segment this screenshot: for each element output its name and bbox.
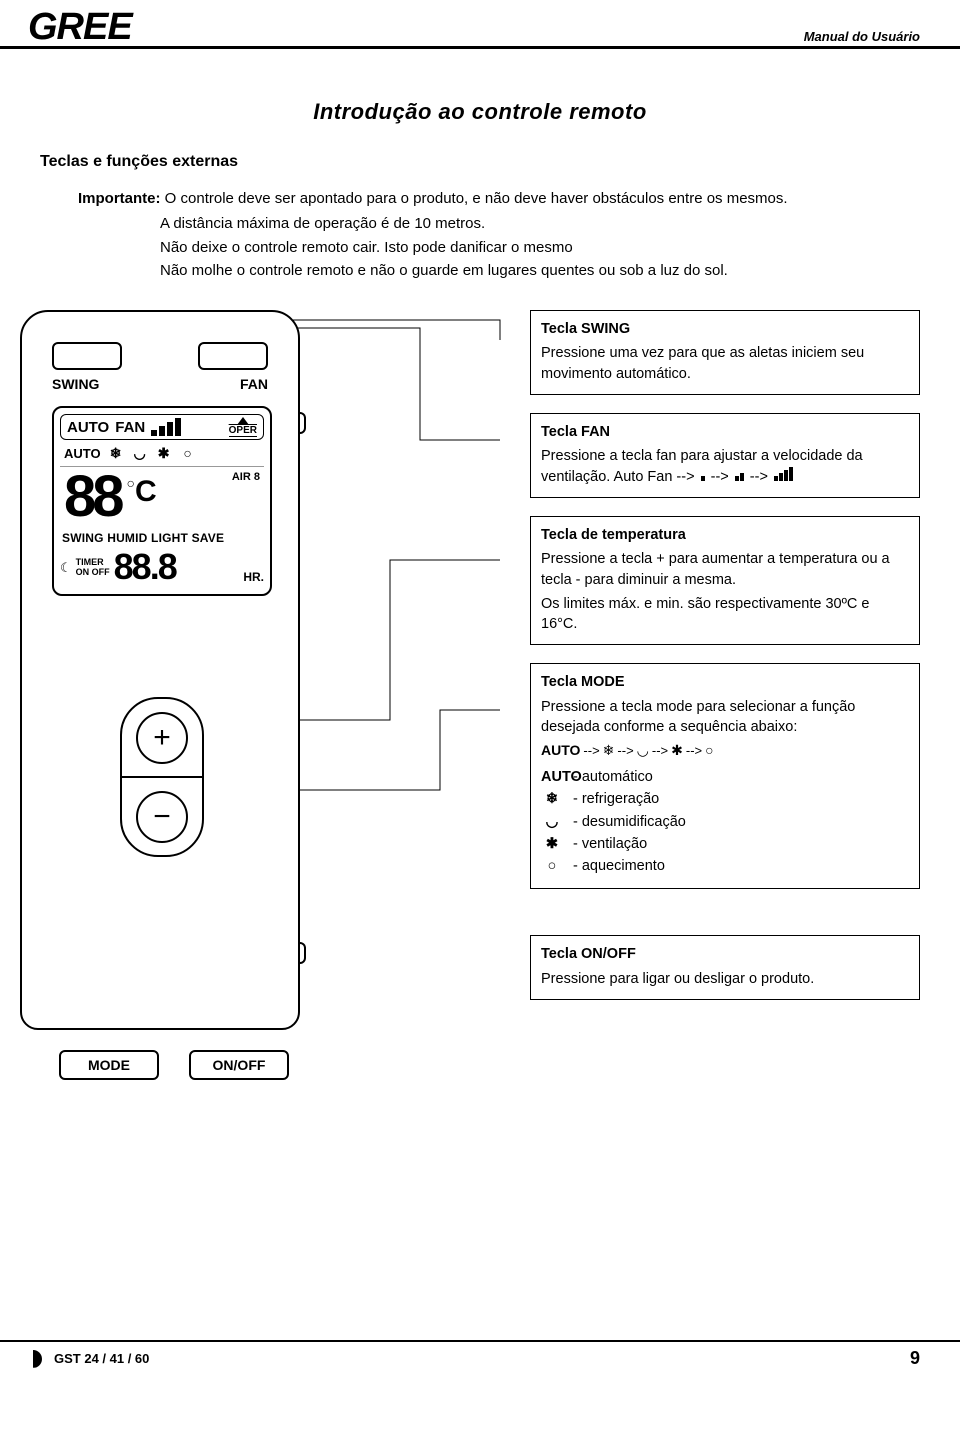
callout-onoff-title: Tecla ON/OFF — [541, 944, 909, 964]
minus-icon: − — [136, 791, 188, 843]
fan-level2-icon — [735, 473, 744, 481]
footer-tab-icon — [24, 1350, 42, 1368]
up-arrow-icon — [237, 417, 249, 425]
temp-rocker: + − — [120, 697, 204, 857]
lcd-auto: AUTO — [67, 419, 109, 436]
main-layout: SWING FAN AUTO FAN OPER AUTO — [40, 310, 920, 1030]
callout-temp-text2: Os limites máx. e min. são respectivamen… — [541, 594, 909, 635]
callout-fan-title: Tecla FAN — [541, 422, 909, 442]
fan-level3-icon — [774, 467, 793, 481]
important-line4: Não molhe o controle remoto e não o guar… — [160, 259, 920, 282]
page-title: Introdução ao controle remoto — [0, 99, 960, 125]
fan-mode-icon: ✱ — [671, 741, 683, 761]
dehumidify-icon: ◡ — [131, 444, 149, 462]
mode-icon-auto: AUTO — [541, 767, 563, 787]
mode-label-auto: - automático — [573, 767, 653, 787]
temp-plus-button[interactable]: + — [122, 699, 202, 776]
mode-icon-dry: ◡ — [541, 812, 563, 832]
dehumidify-icon: ◡ — [637, 741, 649, 761]
remote-notch-bottom — [298, 942, 306, 964]
temp-minus-button[interactable]: − — [122, 776, 202, 855]
arrow-text: --> — [617, 742, 633, 760]
remote-outline: SWING FAN AUTO FAN OPER AUTO — [20, 310, 300, 1030]
footer: GST 24 / 41 / 60 9 — [0, 1342, 960, 1379]
fan-bars-icon — [151, 418, 181, 436]
lcd-temp-unit: C — [135, 475, 157, 508]
callout-temp-title: Tecla de temperatura — [541, 525, 909, 545]
lcd-mode-auto: AUTO — [64, 446, 101, 461]
fan-button-label: FAN — [240, 376, 268, 392]
arrow-text: --> — [583, 742, 599, 760]
callout-mode-intro: Pressione a tecla mode para selecionar a… — [541, 697, 909, 738]
fan-level1-icon — [701, 476, 705, 481]
page-number: 9 — [910, 1348, 920, 1369]
callout-mode: Tecla MODE Pressione a tecla mode para s… — [530, 663, 920, 889]
moon-icon: ☾ — [60, 560, 72, 576]
mode-legend: AUTO - automático ❄ - refrigeração ◡ - desu… — [541, 767, 909, 876]
lcd-air-icon: 8 — [254, 471, 260, 483]
fan-mode-icon: ✱ — [155, 444, 173, 462]
mode-label-cool: - refrigeração — [573, 789, 659, 809]
remote-notch-top — [298, 412, 306, 434]
arrow-text: --> — [750, 469, 768, 485]
callout-swing: Tecla SWING Pressione uma vez para que a… — [530, 310, 920, 395]
callout-onoff-text: Pressione para ligar ou desligar o produ… — [541, 969, 909, 989]
important-line2: A distância máxima de operação é de 10 m… — [160, 212, 920, 235]
callout-onoff: Tecla ON/OFF Pressione para ligar ou des… — [530, 935, 920, 1000]
callout-temp-text1: Pressione a tecla + para aumentar a temp… — [541, 549, 909, 590]
mode-seq-auto: AUTO — [541, 741, 580, 761]
header-manual-label: Manual do Usuário — [804, 29, 920, 44]
arrow-text: --> — [711, 469, 729, 485]
lcd-temp-value: 88 — [64, 471, 121, 523]
snowflake-icon: ❄ — [603, 741, 615, 761]
heat-icon: ○ — [179, 444, 197, 462]
header-rule — [0, 46, 960, 49]
important-block: Importante: O controle deve ser apontado… — [78, 187, 920, 282]
plus-icon: + — [136, 712, 188, 764]
arrow-text: --> — [686, 742, 702, 760]
callout-mode-title: Tecla MODE — [541, 672, 909, 692]
brand-logo: GREE — [28, 10, 132, 44]
mode-label-fan: - ventilação — [573, 834, 647, 854]
mode-label-dry: - desumidificação — [573, 812, 686, 832]
mode-icon-fan: ✱ — [541, 834, 563, 854]
important-line1: O controle deve ser apontado para o prod… — [165, 190, 788, 207]
header: GREE Manual do Usuário — [0, 0, 960, 44]
important-label: Importante: — [78, 190, 161, 207]
lcd-fan: FAN — [115, 419, 145, 436]
lcd-display: AUTO FAN OPER AUTO ❄ ◡ ✱ ○ — [52, 406, 272, 596]
callout-swing-text: Pressione uma vez para que as aletas ini… — [541, 343, 909, 384]
lcd-timer-value: 88.8 — [114, 551, 176, 583]
arrow-text: --> — [652, 742, 668, 760]
callout-fan: Tecla FAN Pressione a tecla fan para aju… — [530, 413, 920, 498]
mode-button[interactable]: MODE — [59, 1050, 159, 1080]
mode-icon-cool: ❄ — [541, 789, 563, 809]
mode-icon-heat: ○ — [541, 856, 563, 876]
lcd-air-label: AIR — [232, 471, 251, 483]
section-heading: Teclas e funções externas — [40, 153, 960, 171]
footer-model: GST 24 / 41 / 60 — [54, 1351, 149, 1366]
onoff-button[interactable]: ON/OFF — [189, 1050, 289, 1080]
fan-button[interactable] — [198, 342, 268, 370]
important-line3: Não deixe o controle remoto cair. Isto p… — [160, 236, 920, 259]
heat-icon: ○ — [705, 741, 713, 761]
callout-swing-title: Tecla SWING — [541, 319, 909, 339]
lcd-onoff-label: ON OFF — [76, 568, 110, 577]
lcd-oper-label: OPER — [229, 425, 257, 437]
callout-temp: Tecla de temperatura Pressione a tecla +… — [530, 516, 920, 645]
snowflake-icon: ❄ — [107, 444, 125, 462]
mode-label-heat: - aquecimento — [573, 856, 665, 876]
swing-button-label: SWING — [52, 376, 99, 392]
lcd-hr-label: HR. — [243, 570, 264, 584]
swing-button[interactable] — [52, 342, 122, 370]
